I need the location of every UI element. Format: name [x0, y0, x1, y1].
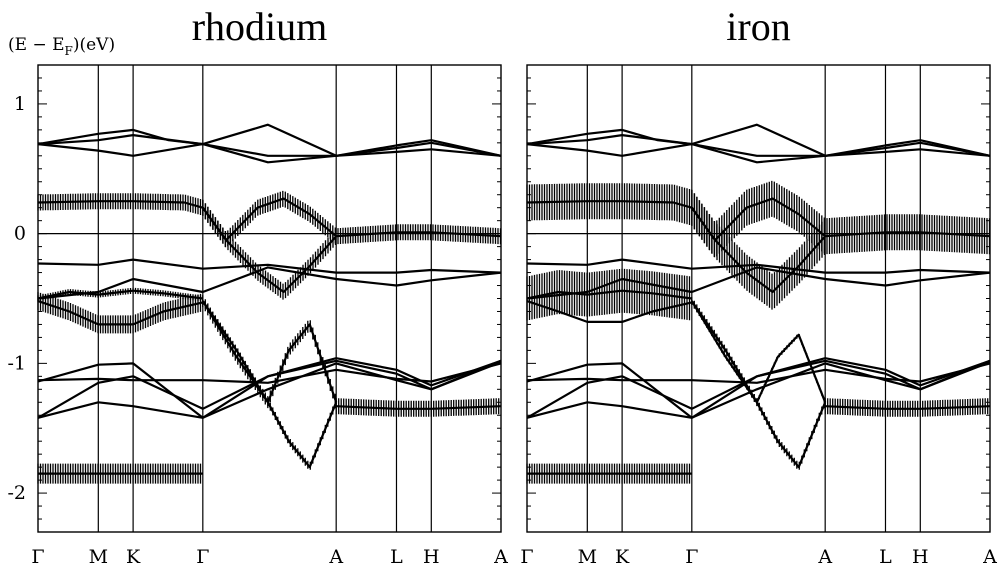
band-line	[37, 359, 502, 419]
band-weight-hatch	[691, 180, 825, 257]
k-point-label: A	[817, 546, 832, 568]
band-line	[526, 123, 991, 157]
panel-title: rhodium	[192, 4, 328, 49]
band-weight-hatch	[37, 463, 202, 484]
band-weight-hatch	[37, 193, 502, 300]
band-line	[526, 143, 991, 164]
panel-rhodium: rhodium -2 -1 0 1 Γ M K Γ A L H A	[7, 4, 508, 568]
k-point-label: K	[126, 546, 141, 568]
k-point-label: L	[879, 546, 892, 568]
band-weight-hatch	[37, 287, 202, 302]
band-weight-hatch	[202, 190, 336, 247]
band-weight-hatch	[202, 295, 336, 409]
k-point-label: L	[390, 546, 403, 568]
panel-title: iron	[726, 4, 790, 49]
k-point-label: Γ	[520, 546, 533, 568]
y-tick-label: -2	[7, 482, 26, 504]
band-line	[37, 134, 502, 157]
band-line	[690, 300, 827, 404]
band-weight-hatch	[824, 398, 989, 417]
k-point-label: A	[982, 546, 997, 568]
band-weight-hatch	[526, 268, 691, 321]
band-line	[690, 300, 827, 469]
band-weight-hatch	[37, 292, 202, 334]
band-line	[37, 123, 502, 157]
k-point-label: H	[423, 546, 440, 568]
y-tick-label: -1	[7, 352, 26, 374]
band-line	[37, 143, 502, 164]
band-weight-hatch	[335, 398, 500, 417]
band-line	[37, 361, 502, 419]
band-line	[201, 300, 338, 469]
y-tick-label: 1	[14, 93, 26, 115]
k-point-label: Γ	[31, 546, 44, 568]
k-point-label: Γ	[685, 546, 698, 568]
band-weight-hatch	[526, 183, 991, 310]
k-point-label: M	[89, 546, 108, 568]
band-line	[526, 134, 991, 157]
band-line	[201, 300, 338, 404]
band-line	[526, 359, 991, 419]
band-weight-hatch	[526, 463, 691, 484]
y-axis-label: (E − EF)(eV)	[8, 35, 115, 58]
band-line	[526, 361, 991, 419]
k-point-label: H	[912, 546, 929, 568]
band-line	[526, 258, 991, 274]
k-point-label: M	[578, 546, 597, 568]
band-line	[37, 266, 502, 300]
y-tick-label: 0	[14, 223, 26, 245]
k-point-label: K	[615, 546, 630, 568]
band-line	[37, 258, 502, 274]
k-point-label: A	[493, 546, 508, 568]
panel-iron: iron Γ M K Γ A L H A	[520, 4, 997, 568]
k-point-label: A	[328, 546, 343, 568]
k-point-label: Γ	[196, 546, 209, 568]
